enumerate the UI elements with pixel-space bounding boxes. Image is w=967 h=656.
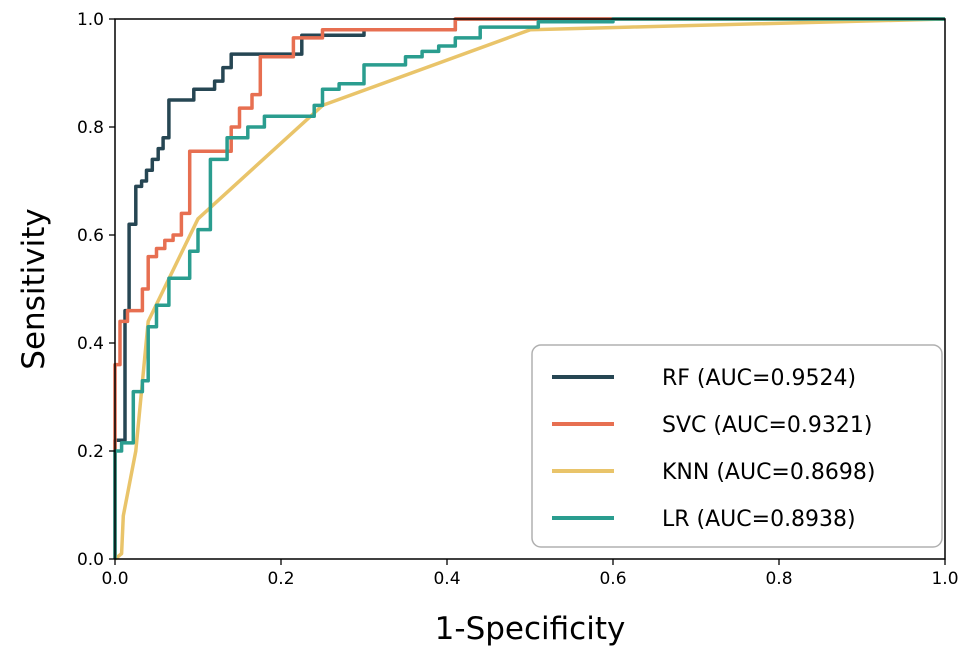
legend-label-knn: KNN (AUC=0.8698) — [662, 460, 875, 485]
x-axis-label: 1-Specificity — [435, 611, 626, 647]
legend-label-lr: LR (AUC=0.8938) — [662, 507, 856, 532]
x-tick-label: 0.4 — [433, 569, 460, 589]
legend-label-svc: SVC (AUC=0.9321) — [662, 413, 872, 438]
y-axis: 0.0 0.2 0.4 0.6 0.8 1.0 — [77, 10, 115, 570]
y-tick-label: 1.0 — [77, 10, 104, 30]
series-line-svc — [113, 17, 945, 559]
x-axis: 0.0 0.2 0.4 0.6 0.8 1.0 — [101, 559, 959, 589]
y-tick-label: 0.0 — [77, 550, 104, 570]
y-tick-label: 0.8 — [77, 118, 104, 138]
x-tick-label: 0.6 — [599, 569, 626, 589]
plot-frame — [114, 18, 946, 560]
series-line-lr — [113, 17, 945, 559]
series-line-knn — [113, 17, 946, 561]
x-tick-label: 0.8 — [765, 569, 792, 589]
legend-box — [531, 344, 943, 548]
series-line-rf — [113, 17, 945, 559]
legend-label-rf: RF (AUC=0.9524) — [662, 366, 856, 391]
x-tick-label: 0.2 — [267, 569, 294, 589]
series-layer — [113, 17, 946, 561]
x-tick-label: 0.0 — [101, 569, 128, 589]
y-axis-label: Sensitivity — [16, 208, 52, 369]
y-tick-label: 0.6 — [77, 226, 104, 246]
legend: RF (AUC=0.9524) SVC (AUC=0.9321) KNN (AUC=… — [531, 344, 943, 548]
y-tick-label: 0.4 — [77, 334, 104, 354]
y-tick-label: 0.2 — [77, 442, 104, 462]
x-tick-label: 1.0 — [931, 569, 958, 589]
